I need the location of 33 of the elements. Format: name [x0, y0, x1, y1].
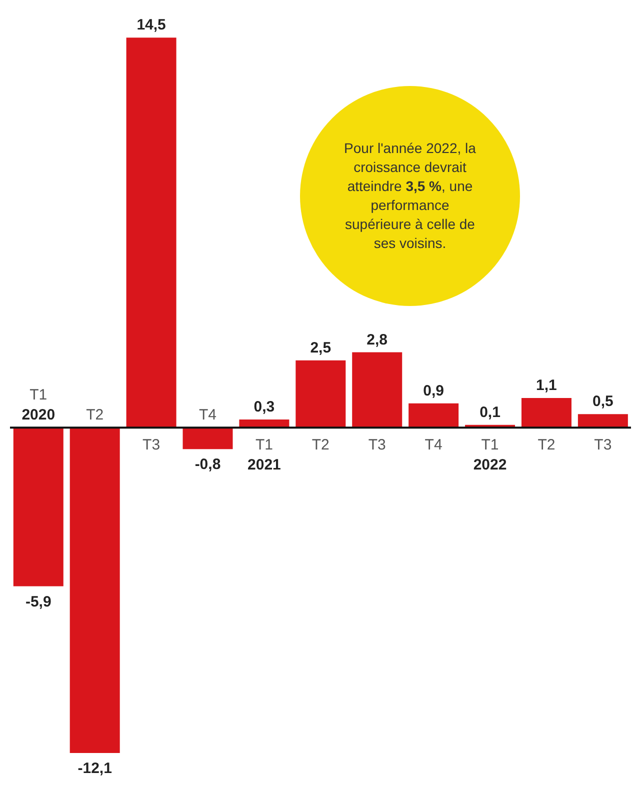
x-tick-label: T4	[424, 436, 442, 454]
data-label: 0,5	[592, 393, 614, 410]
x-tick-label: T3	[594, 436, 612, 454]
x-tick-label: T2	[538, 436, 556, 454]
bar	[70, 428, 120, 754]
x-tick-label: T3	[142, 436, 160, 454]
data-label: 0,3	[254, 398, 275, 416]
bar	[296, 360, 346, 428]
x-tick-label: T1 2021	[248, 436, 281, 474]
bar	[126, 38, 176, 428]
bar	[521, 398, 572, 428]
data-label: 0,1	[480, 404, 500, 421]
data-label: -12,1	[78, 760, 112, 778]
note-circle: Pour l'année 2022, la croissance devrait atteindre 3,5 %, une performance supérieure à celle de ses voisins.	[300, 86, 520, 306]
data-label: -0,8	[194, 456, 221, 474]
bar	[578, 414, 628, 428]
data-label: 1,1	[536, 377, 557, 394]
annotation: Pour l'année 2022, la croissance devrait atteindre 3,5 %, une performance supérieure à celle de ses voisins.	[344, 140, 476, 251]
bar	[352, 352, 402, 428]
data-label: 14,5	[136, 16, 166, 34]
x-tick-label: T3	[368, 436, 386, 454]
data-label: 2,5	[310, 339, 332, 356]
bar	[182, 428, 233, 450]
x-tick-label: T1 2020	[22, 386, 56, 424]
data-label: 2,8	[366, 331, 388, 348]
bar	[13, 428, 64, 586]
data-label: -5,9	[25, 593, 52, 610]
bar	[408, 403, 459, 428]
x-tick-label: T1 2022	[473, 436, 507, 474]
x-tick-label: T4	[198, 406, 217, 424]
x-tick-label: T2	[312, 436, 330, 454]
x-tick-label: T2	[86, 406, 104, 424]
data-label: 0,9	[423, 382, 444, 400]
